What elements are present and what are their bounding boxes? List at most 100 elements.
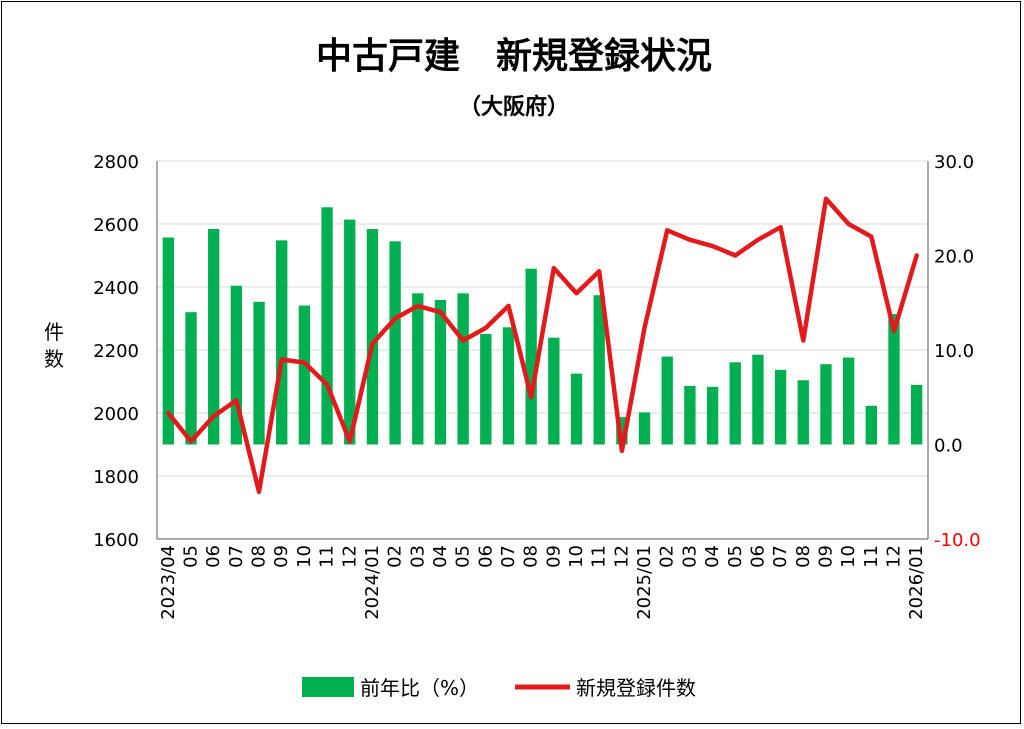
x-tick-30: 10 [838,545,859,568]
chart-title: 中古戸建 新規登録状況 [316,36,712,77]
line-point-10 [393,317,397,320]
line-point-33 [915,254,919,257]
legend-label-line: 新規登録件数 [576,676,696,700]
bar-24 [706,386,719,445]
line-point-32 [892,329,896,333]
line-point-19 [597,269,601,273]
right-tick-2: 10.0 [934,341,974,362]
bar-13 [457,293,469,445]
chart-subtitle: （大阪府） [459,94,569,120]
line-point-7 [325,383,329,387]
left-tick-3: 2200 [93,341,139,362]
line-point-25 [733,254,737,257]
right-tick-4: 30.0 [934,152,974,173]
x-tick-32: 12 [883,545,904,568]
line-series [166,196,919,495]
line-point-4 [257,490,261,494]
left-tick-1: 1800 [93,467,139,488]
bar-30 [842,357,855,445]
line-point-27 [779,225,783,229]
x-tick-22: 02 [657,545,678,568]
left-tick-6: 2800 [93,152,139,173]
x-tick-29: 09 [815,545,836,568]
bar-6 [298,305,311,445]
bar-33 [910,384,923,445]
bar-7 [321,207,333,445]
bar-9 [366,229,379,445]
left-tick-5: 2600 [93,215,139,236]
line-point-12 [438,310,442,314]
bar-12 [434,299,447,445]
x-tick-18: 10 [566,545,587,568]
line-point-24 [711,244,715,248]
bar-31 [865,405,877,445]
x-tick-28: 08 [793,545,814,568]
line-point-28 [801,339,805,343]
line-point-29 [824,197,828,201]
x-tick-26: 06 [747,545,768,568]
left-tick-4: 2400 [93,278,139,299]
x-tick-4: 08 [249,545,270,568]
bar-26 [752,354,764,445]
line-point-6 [302,361,306,365]
bar-1 [185,312,197,445]
x-tick-24: 04 [702,545,723,568]
x-tick-21: 2025/01 [634,545,655,620]
x-tick-17: 09 [543,545,564,568]
bar-11 [412,293,424,445]
legend-label-bar: 前年比（%） [360,676,479,700]
x-tick-27: 07 [770,545,791,568]
y-axis-label-char-2: 数 [44,347,64,371]
left-tick-0: 1600 [93,530,139,551]
x-tick-14: 06 [475,545,496,568]
x-tick-19: 11 [589,545,610,568]
bar-23 [684,385,696,445]
x-tick-16: 08 [521,545,542,568]
x-tick-6: 10 [294,545,315,568]
x-axis-ticks: 2023/04 05 06 07 08 09 10 11 12 2024/01 02 03 04 05 06… [158,545,927,620]
bar-5 [276,240,288,445]
line-point-20 [620,449,624,453]
left-axis-ticks: 1600 1800 2000 2200 2400 2600 2800 [93,152,139,551]
axes [156,161,929,540]
line-point-13 [461,339,465,343]
bar-2 [208,229,220,445]
left-tick-2: 2000 [93,404,139,425]
x-tick-12: 04 [430,545,451,568]
x-tick-10: 02 [385,545,406,568]
bar-10 [389,241,401,445]
line-point-17 [552,266,556,270]
x-tick-0: 2023/04 [158,545,179,620]
bar-20 [616,417,628,445]
line-point-15 [506,304,510,308]
x-tick-9: 2024/01 [362,545,383,620]
line-point-2 [212,414,216,418]
bar-3 [230,285,243,445]
line-point-5 [280,357,284,361]
bar-0 [162,237,175,445]
bar-18 [570,373,583,445]
x-tick-31: 11 [861,545,882,568]
line-path [166,196,919,495]
x-tick-25: 05 [725,545,746,568]
line-point-11 [416,304,420,308]
x-tick-20: 12 [611,545,632,568]
line-point-26 [756,238,760,242]
bar-8 [344,219,356,445]
line-point-9 [370,342,374,346]
x-tick-15: 07 [498,545,519,568]
x-tick-7: 11 [317,545,338,568]
right-tick-3: 20.0 [934,247,974,268]
bar-28 [797,380,809,445]
x-tick-11: 03 [407,545,428,568]
bar-4 [253,301,265,445]
x-tick-2: 06 [203,545,224,568]
bar-29 [820,364,832,445]
line-point-8 [348,439,352,443]
legend-swatch-bar [302,677,354,697]
x-tick-23: 03 [679,545,700,568]
bar-14 [480,333,492,445]
right-axis-ticks: -10.0 0.0 10.0 20.0 30.0 [934,152,981,551]
bar-25 [729,362,741,445]
